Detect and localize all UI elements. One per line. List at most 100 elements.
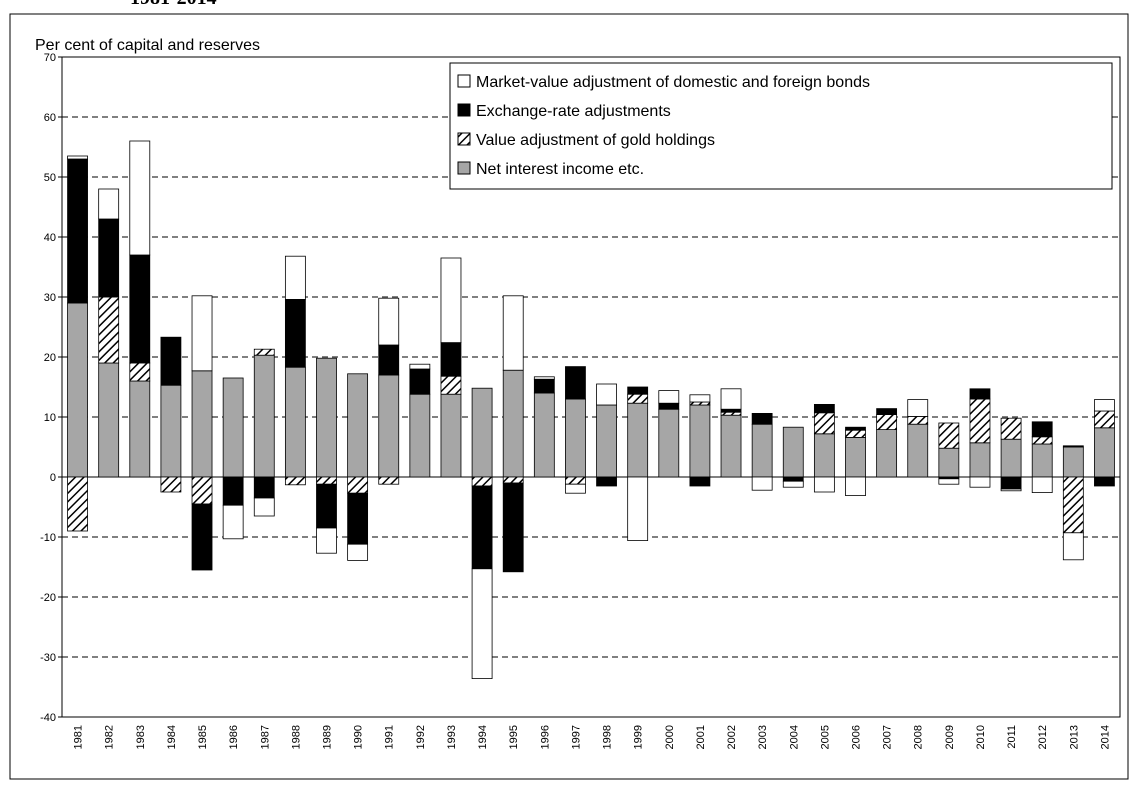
x-tick-label: 2004 [788,725,800,749]
bar-segment [1000,476,1022,490]
x-tick-label: 2012 [1037,725,1049,749]
bar-segment [533,392,555,478]
bar-segment [1031,476,1053,494]
bar-segment [98,362,120,478]
y-tick-label: -30 [40,652,56,664]
legend-label: Net interest income etc. [476,161,644,178]
bar-segment [845,426,866,431]
bar-segment [1000,417,1022,440]
x-tick-label: 1995 [508,725,520,749]
bar-segment [969,476,991,488]
bar-segment [720,411,742,416]
y-axis-label: Per cent of capital and reserves [35,37,260,54]
x-tick-label: 1996 [539,725,551,749]
bar-segment [316,357,337,478]
y-tick-label: 50 [44,172,56,184]
y-tick-label: 30 [44,292,56,304]
x-tick-label: 1989 [322,725,334,749]
bar-segment [471,568,493,679]
bar-segment [813,403,835,414]
bar-segment [1094,410,1115,429]
bar-segment [471,387,493,478]
bar-segment [565,476,586,485]
x-tick-label: 1992 [415,725,427,749]
bar-segment [907,423,929,478]
bar-segment [907,415,929,425]
bar-segment [378,344,400,376]
bar-segment [751,412,773,425]
bar-segment [969,442,991,478]
x-tick-label: 1993 [446,725,458,749]
x-tick-label: 2002 [726,725,738,749]
frame [9,13,1129,780]
bar-segment [627,476,649,541]
y-tick-label: -10 [40,532,56,544]
bar-segment [627,402,649,478]
bar-segment [1062,476,1084,534]
x-tick-label: 2014 [1099,725,1111,749]
bar-segment [67,302,88,478]
bar-segment [253,476,275,499]
bar-segment [720,414,742,478]
x-tick-label: 2010 [975,725,987,749]
legend-label: Value adjustment of gold holdings [476,132,715,149]
bar-segment [1094,427,1115,478]
y-tick-label: -20 [40,592,56,604]
bar-segment [502,369,524,478]
bar-segment [378,476,400,485]
x-tick-label: 2007 [882,725,894,749]
y-tick-label: 10 [44,412,56,424]
bar-segment [1094,399,1115,412]
bar-segment [658,390,680,404]
y-tick-label: 60 [44,112,56,124]
bar-segment [253,348,275,356]
bar-segment [284,255,306,300]
bar-segment [876,429,898,478]
bar-segment [938,447,960,478]
bar-segment [316,527,337,554]
bar-segment [533,376,555,380]
x-tick-label: 1981 [73,725,85,749]
bar-segment [129,362,151,382]
x-tick-label: 2009 [944,725,956,749]
bar-segment [471,485,493,570]
bar-segment [67,158,88,304]
bar-segment [596,476,617,487]
bar-segment [67,155,88,160]
y-tick-label: 40 [44,232,56,244]
bar-segment [409,368,431,395]
bar-segment [440,375,462,395]
bar-segment [782,480,804,488]
x-tick-label: 2001 [695,725,707,749]
bar-segment [1062,532,1084,561]
bar-segment [689,401,711,406]
bar-segment [596,383,617,406]
bar-segment [751,423,773,478]
bar-segment [689,476,711,487]
x-tick-label: 1991 [384,725,396,749]
bar-segment [782,426,804,478]
bar-segment [409,393,431,478]
bar-segment [658,402,680,410]
bar-segment [907,399,929,417]
y-tick-label: 20 [44,352,56,364]
bar-segment [1031,421,1053,438]
plot-area [61,56,1121,718]
bar-segment [782,476,804,482]
bar-segment [222,377,244,478]
bar-segment [565,398,586,478]
bar-segment [191,503,213,571]
bar-segment [191,476,213,505]
bar-segment [627,393,649,404]
bar-segment [813,433,835,478]
bar-segment [222,476,244,506]
bar-segment [627,386,649,395]
bar-segment [845,476,866,497]
bar-segment [565,483,586,494]
bar-segment [253,354,275,478]
bar-segment [378,374,400,478]
bar-segment [160,384,182,478]
bar-segment [813,476,835,493]
bar-segment [378,297,400,346]
